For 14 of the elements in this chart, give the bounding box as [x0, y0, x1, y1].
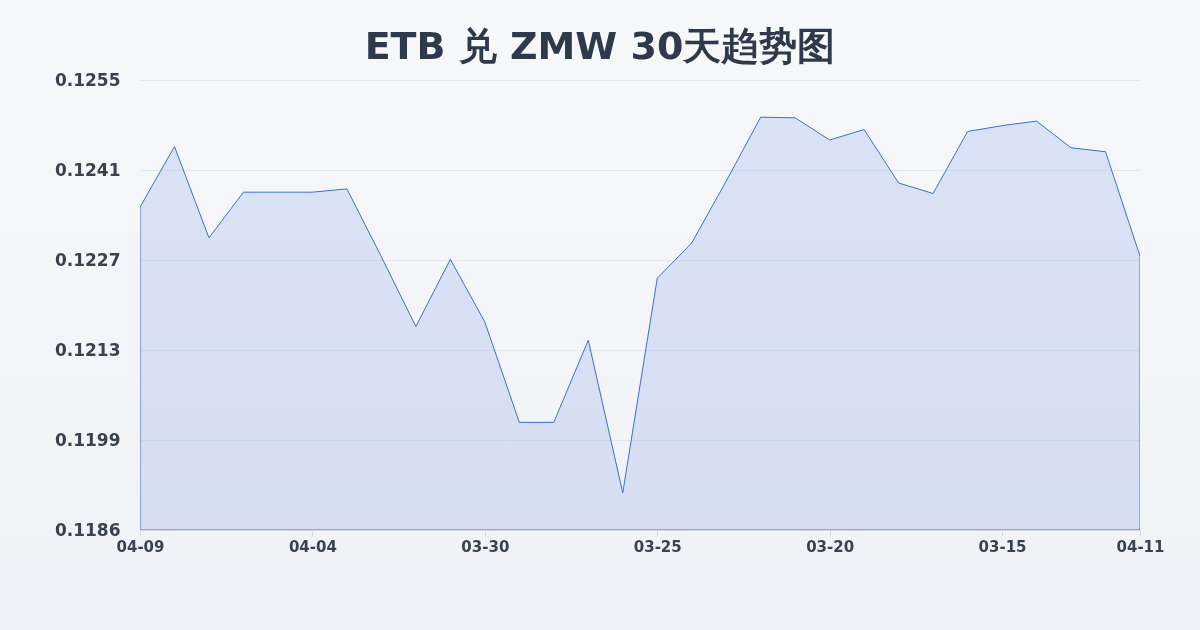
x-tick-label: 04-04	[288, 537, 337, 556]
x-tick-label: 04-11	[1116, 537, 1165, 556]
y-tick-label: 0.1213	[54, 339, 121, 360]
chart-title: ETB 兑 ZMW 30天趋势图	[364, 24, 836, 68]
x-tick-label: 03-20	[806, 537, 855, 556]
y-tick-label: 0.1186	[54, 519, 121, 540]
x-tick-label: 03-25	[633, 537, 682, 556]
y-tick-label: 0.1255	[54, 69, 121, 90]
x-tick-label: 04-09	[116, 537, 165, 556]
y-tick-label: 0.1227	[54, 249, 121, 270]
x-tick-label: 03-30	[461, 537, 510, 556]
x-tick-label: 03-15	[978, 537, 1027, 556]
y-tick-label: 0.1199	[54, 429, 121, 450]
y-tick-label: 0.1241	[54, 159, 121, 180]
